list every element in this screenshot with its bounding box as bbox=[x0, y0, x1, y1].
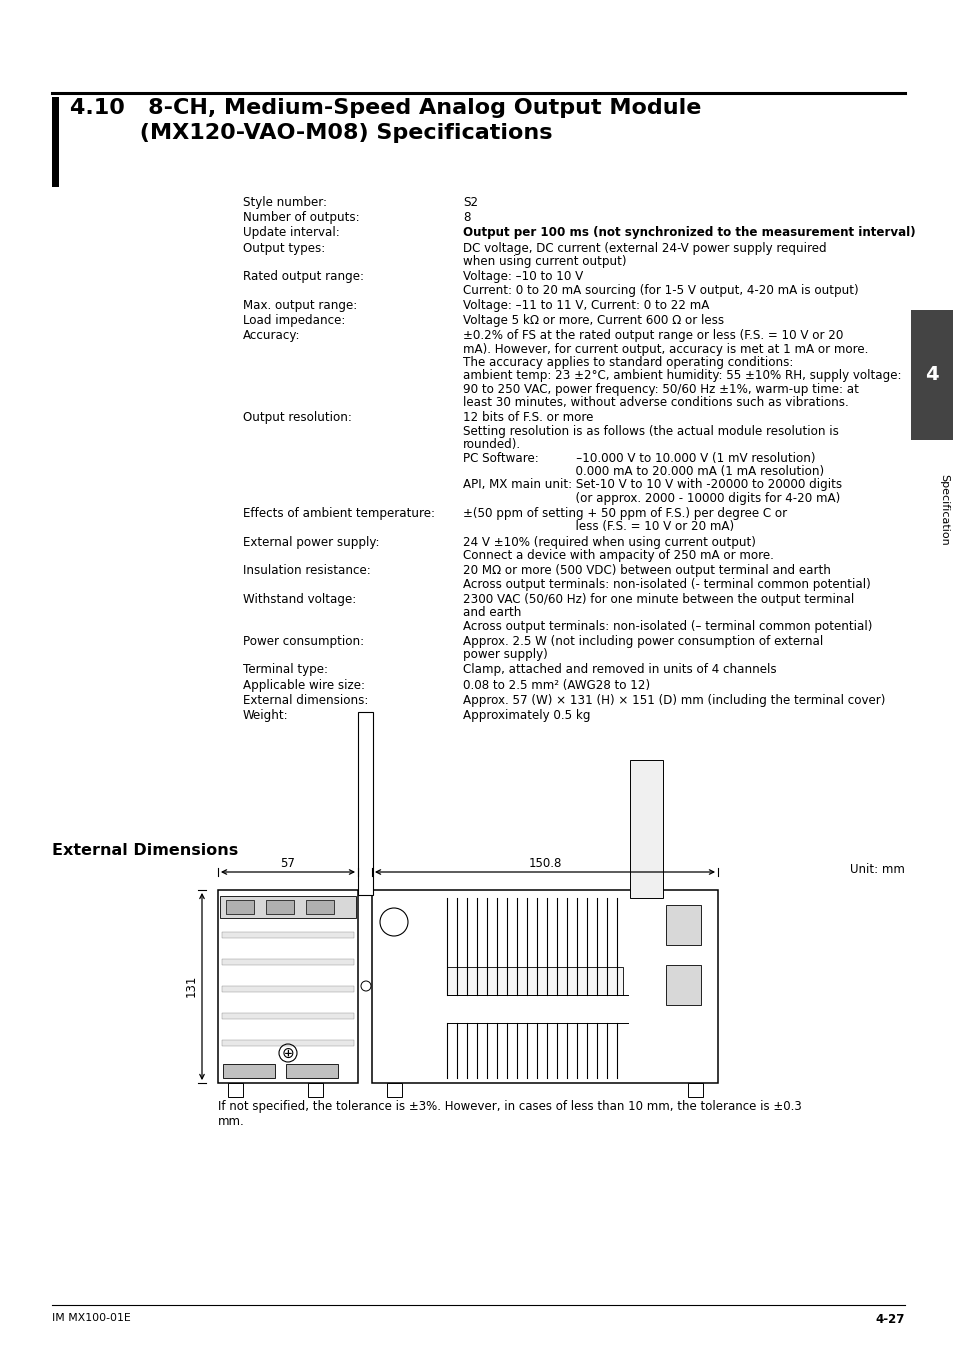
Bar bbox=[222, 1012, 354, 1019]
Text: 0.08 to 2.5 mm² (AWG28 to 12): 0.08 to 2.5 mm² (AWG28 to 12) bbox=[462, 679, 649, 691]
Text: 2300 VAC (50/60 Hz) for one minute between the output terminal: 2300 VAC (50/60 Hz) for one minute betwe… bbox=[462, 593, 853, 606]
Text: 131: 131 bbox=[185, 975, 198, 998]
Text: 12 bits of F.S. or more: 12 bits of F.S. or more bbox=[462, 412, 593, 424]
Bar bbox=[357, 711, 373, 895]
Text: 4-27: 4-27 bbox=[875, 1314, 904, 1326]
Text: power supply): power supply) bbox=[462, 648, 547, 662]
Text: ±(50 ppm of setting + 50 ppm of F.S.) per degree C or: ±(50 ppm of setting + 50 ppm of F.S.) pe… bbox=[462, 508, 786, 520]
Text: mA). However, for current output, accuracy is met at 1 mA or more.: mA). However, for current output, accura… bbox=[462, 343, 867, 355]
Bar bbox=[222, 931, 354, 938]
Text: ±0.2% of FS at the rated output range or less (F.S. = 10 V or 20: ±0.2% of FS at the rated output range or… bbox=[462, 329, 842, 342]
Text: IM MX100-01E: IM MX100-01E bbox=[52, 1314, 131, 1323]
Text: Connect a device with ampacity of 250 mA or more.: Connect a device with ampacity of 250 mA… bbox=[462, 549, 773, 562]
Text: ⊕: ⊕ bbox=[281, 1045, 294, 1061]
Text: Voltage: –11 to 11 V, Current: 0 to 22 mA: Voltage: –11 to 11 V, Current: 0 to 22 m… bbox=[462, 298, 709, 312]
Text: Voltage: –10 to 10 V: Voltage: –10 to 10 V bbox=[462, 270, 582, 284]
Text: and earth: and earth bbox=[462, 606, 521, 620]
Text: Withstand voltage:: Withstand voltage: bbox=[243, 593, 355, 606]
Bar bbox=[372, 890, 718, 1083]
Text: Insulation resistance:: Insulation resistance: bbox=[243, 564, 371, 578]
Text: ambient temp: 23 ±2°C, ambient humidity: 55 ±10% RH, supply voltage:: ambient temp: 23 ±2°C, ambient humidity:… bbox=[462, 370, 901, 382]
Bar bbox=[228, 1083, 243, 1098]
Text: Voltage 5 kΩ or more, Current 600 Ω or less: Voltage 5 kΩ or more, Current 600 Ω or l… bbox=[462, 315, 723, 327]
Text: 8: 8 bbox=[462, 211, 470, 224]
Text: 0.000 mA to 20.000 mA (1 mA resolution): 0.000 mA to 20.000 mA (1 mA resolution) bbox=[462, 464, 823, 478]
Text: 24 V ±10% (required when using current output): 24 V ±10% (required when using current o… bbox=[462, 536, 755, 548]
Text: rounded).: rounded). bbox=[462, 439, 520, 451]
Text: Setting resolution is as follows (the actual module resolution is: Setting resolution is as follows (the ac… bbox=[462, 425, 838, 437]
Text: Output types:: Output types: bbox=[243, 242, 325, 255]
Text: 150.8: 150.8 bbox=[528, 857, 561, 869]
Text: Output per 100 ms (not synchronized to the measurement interval): Output per 100 ms (not synchronized to t… bbox=[462, 227, 915, 239]
Bar bbox=[665, 965, 700, 1004]
Text: 57: 57 bbox=[280, 857, 295, 869]
Text: Weight:: Weight: bbox=[243, 709, 289, 722]
Text: PC Software:          –10.000 V to 10.000 V (1 mV resolution): PC Software: –10.000 V to 10.000 V (1 mV… bbox=[462, 452, 815, 464]
Bar bbox=[222, 986, 354, 992]
Text: Max. output range:: Max. output range: bbox=[243, 298, 356, 312]
Bar bbox=[629, 760, 662, 898]
Text: If not specified, the tolerance is ±3%. However, in cases of less than 10 mm, th: If not specified, the tolerance is ±3%. … bbox=[218, 1100, 801, 1129]
Text: Rated output range:: Rated output range: bbox=[243, 270, 364, 284]
Text: API, MX main unit: Set-10 V to 10 V with -20000 to 20000 digits: API, MX main unit: Set-10 V to 10 V with… bbox=[462, 478, 841, 491]
Text: External dimensions:: External dimensions: bbox=[243, 694, 368, 707]
Text: Applicable wire size:: Applicable wire size: bbox=[243, 679, 365, 691]
Text: Unit: mm: Unit: mm bbox=[849, 863, 904, 876]
Text: Specification: Specification bbox=[938, 474, 948, 545]
Text: Update interval:: Update interval: bbox=[243, 227, 339, 239]
Bar bbox=[218, 890, 357, 1083]
Text: Accuracy:: Accuracy: bbox=[243, 329, 300, 342]
Text: 4: 4 bbox=[924, 366, 938, 385]
Text: (or approx. 2000 - 10000 digits for 4-20 mA): (or approx. 2000 - 10000 digits for 4-20… bbox=[462, 491, 840, 505]
Bar bbox=[387, 1083, 401, 1098]
Text: 4.10   8-CH, Medium-Speed Analog Output Module
         (MX120-VAO-M08) Specific: 4.10 8-CH, Medium-Speed Analog Output Mo… bbox=[70, 99, 700, 143]
Text: Approximately 0.5 kg: Approximately 0.5 kg bbox=[462, 709, 590, 722]
Bar bbox=[222, 958, 354, 965]
Text: Across output terminals: non-isolated (– terminal common potential): Across output terminals: non-isolated (–… bbox=[462, 620, 871, 633]
Bar bbox=[447, 967, 622, 995]
Text: External Dimensions: External Dimensions bbox=[52, 842, 238, 859]
Text: Approx. 57 (W) × 131 (H) × 151 (D) mm (including the terminal cover): Approx. 57 (W) × 131 (H) × 151 (D) mm (i… bbox=[462, 694, 884, 707]
Text: Terminal type:: Terminal type: bbox=[243, 663, 328, 676]
Bar bbox=[665, 904, 700, 945]
Text: Power consumption:: Power consumption: bbox=[243, 634, 364, 648]
Text: Output resolution:: Output resolution: bbox=[243, 412, 352, 424]
Text: Across output terminals: non-isolated (- terminal common potential): Across output terminals: non-isolated (-… bbox=[462, 578, 870, 590]
Bar bbox=[308, 1083, 323, 1098]
Text: Number of outputs:: Number of outputs: bbox=[243, 211, 359, 224]
Text: least 30 minutes, without adverse conditions such as vibrations.: least 30 minutes, without adverse condit… bbox=[462, 396, 848, 409]
Bar bbox=[52, 97, 59, 188]
Text: Effects of ambient temperature:: Effects of ambient temperature: bbox=[243, 508, 435, 520]
Text: 20 MΩ or more (500 VDC) between output terminal and earth: 20 MΩ or more (500 VDC) between output t… bbox=[462, 564, 830, 578]
Text: Load impedance:: Load impedance: bbox=[243, 315, 345, 327]
Text: 90 to 250 VAC, power frequency: 50/60 Hz ±1%, warm-up time: at: 90 to 250 VAC, power frequency: 50/60 Hz… bbox=[462, 383, 858, 396]
Text: Approx. 2.5 W (not including power consumption of external: Approx. 2.5 W (not including power consu… bbox=[462, 634, 822, 648]
Text: Clamp, attached and removed in units of 4 channels: Clamp, attached and removed in units of … bbox=[462, 663, 776, 676]
Bar bbox=[910, 310, 953, 440]
Bar bbox=[220, 896, 355, 918]
Bar bbox=[223, 1064, 274, 1079]
Bar bbox=[687, 1083, 702, 1098]
Bar bbox=[222, 1040, 354, 1046]
Bar bbox=[306, 900, 334, 914]
Bar bbox=[286, 1064, 337, 1079]
Text: DC voltage, DC current (external 24-V power supply required: DC voltage, DC current (external 24-V po… bbox=[462, 242, 825, 255]
Text: when using current output): when using current output) bbox=[462, 255, 626, 269]
Text: Style number:: Style number: bbox=[243, 196, 327, 209]
Bar bbox=[226, 900, 253, 914]
Text: The accuracy applies to standard operating conditions:: The accuracy applies to standard operati… bbox=[462, 356, 793, 369]
Text: External power supply:: External power supply: bbox=[243, 536, 379, 548]
Bar bbox=[266, 900, 294, 914]
Text: S2: S2 bbox=[462, 196, 477, 209]
Text: Current: 0 to 20 mA sourcing (for 1-5 V output, 4-20 mA is output): Current: 0 to 20 mA sourcing (for 1-5 V … bbox=[462, 284, 858, 297]
Text: less (F.S. = 10 V or 20 mA): less (F.S. = 10 V or 20 mA) bbox=[462, 520, 734, 533]
